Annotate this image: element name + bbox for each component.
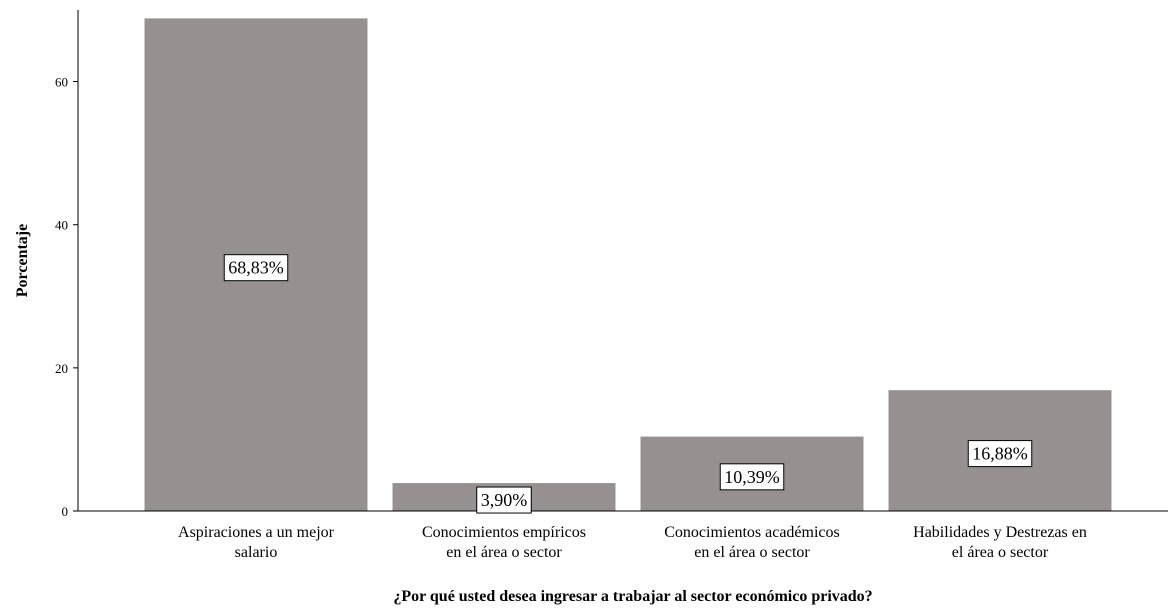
- x-category-label: salario: [235, 544, 278, 561]
- data-label: 3,90%: [476, 486, 532, 514]
- x-category-label: Conocimientos académicos: [664, 524, 840, 541]
- x-category-label: Conocimientos empíricos: [422, 524, 586, 541]
- data-label-box: [719, 463, 785, 491]
- data-label-box: [967, 440, 1033, 468]
- bars-layer: [144, 18, 1112, 511]
- x-category-label: Habilidades y Destrezas en: [913, 524, 1087, 541]
- x-category-labels: Aspiraciones a un mejor salario Conocimien…: [178, 524, 1087, 561]
- y-tick-label: 20: [55, 361, 68, 376]
- data-label: 68,83%: [223, 254, 289, 282]
- y-tick-label: 60: [55, 75, 68, 90]
- x-category-label: el área o sector: [952, 544, 1049, 561]
- data-label-text: 10,39%: [724, 467, 780, 487]
- data-label-box: [223, 254, 289, 282]
- x-axis-title: ¿Por qué usted desea ingresar a trabajar…: [393, 588, 872, 605]
- y-tick-label: 0: [62, 504, 69, 519]
- axis-layer: [77, 10, 1168, 512]
- data-labels: 68,83% 3,90% 10,39% 16,88%: [223, 254, 1033, 514]
- data-label-text: 68,83%: [228, 258, 284, 278]
- data-label-text: 16,88%: [972, 444, 1028, 464]
- data-label: 10,39%: [719, 463, 785, 491]
- x-category-label: en el área o sector: [694, 544, 810, 561]
- y-axis-title: Porcentaje: [14, 224, 31, 297]
- y-tick-label: 40: [55, 218, 68, 233]
- x-category-label: Aspiraciones a un mejor: [178, 524, 335, 541]
- x-category-label: en el área o sector: [446, 544, 562, 561]
- data-label: 16,88%: [967, 440, 1033, 468]
- data-label-text: 3,90%: [481, 490, 528, 510]
- data-label-box: [476, 486, 532, 514]
- y-ticks: 0 20 40 60: [55, 75, 78, 519]
